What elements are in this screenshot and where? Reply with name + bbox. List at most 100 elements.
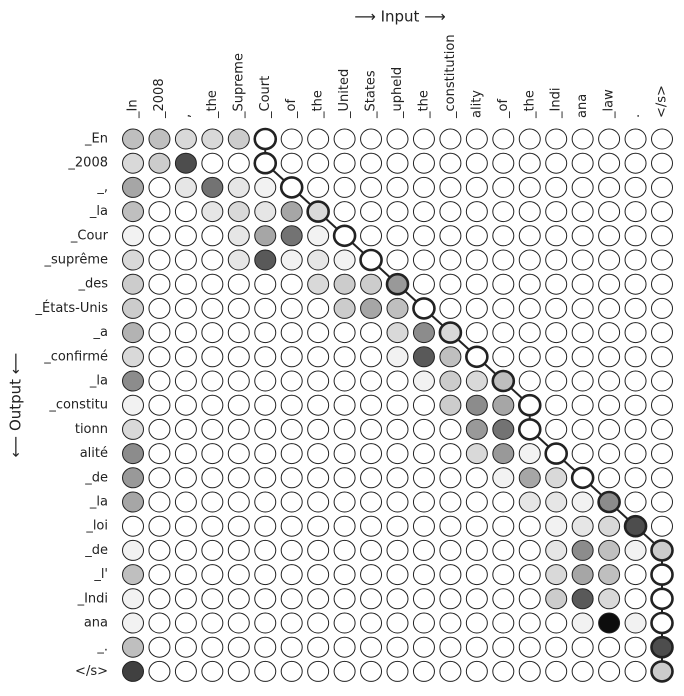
attention-cell	[253, 151, 278, 175]
attention-cell	[307, 297, 330, 319]
attention-cell	[174, 491, 197, 513]
attention-cell	[545, 128, 568, 150]
column-label: _2008	[152, 78, 167, 119]
attention-cell	[518, 249, 541, 271]
attention-cell	[201, 636, 224, 658]
attention-cell	[412, 176, 435, 198]
attention-cell	[651, 128, 673, 150]
attention-cell	[201, 273, 224, 295]
attention-cell	[492, 201, 515, 223]
attention-cell	[545, 370, 568, 392]
attention-cell	[412, 588, 435, 610]
attention-cell	[439, 418, 462, 440]
attention-cell	[571, 660, 594, 682]
attention-cell	[148, 297, 171, 319]
attention-cell	[492, 225, 515, 247]
attention-cell	[227, 152, 250, 174]
attention-cell	[385, 272, 410, 296]
attention-cell	[624, 370, 647, 392]
attention-cell	[174, 443, 197, 465]
attention-cell	[439, 273, 462, 295]
row-label: _la	[89, 204, 108, 219]
column-label: ana	[575, 94, 590, 118]
attention-cell	[465, 515, 488, 537]
attention-cell	[333, 201, 356, 223]
attention-cell	[280, 418, 303, 440]
attention-cell	[545, 152, 568, 174]
attention-cell	[571, 322, 594, 344]
attention-cell	[518, 346, 541, 368]
attention-cell	[307, 636, 330, 658]
attention-cell	[545, 588, 568, 610]
attention-cell	[148, 443, 171, 465]
attention-cell	[439, 176, 462, 198]
attention-cell	[174, 588, 197, 610]
attention-cell	[571, 588, 594, 610]
attention-cell	[465, 128, 488, 150]
attention-cell	[465, 249, 488, 271]
attention-cell	[412, 418, 435, 440]
row-label: _la	[89, 374, 108, 389]
attention-cell	[280, 443, 303, 465]
attention-cell	[412, 152, 435, 174]
attention-cell	[624, 273, 647, 295]
attention-cell	[518, 564, 541, 586]
attention-cell	[280, 491, 303, 513]
attention-cell	[651, 176, 673, 198]
column-label: _States	[364, 70, 379, 119]
attention-cell	[651, 152, 673, 174]
attention-cell	[307, 418, 330, 440]
attention-cell	[280, 612, 303, 634]
attention-cell	[651, 443, 673, 465]
row-label: _Cour	[70, 228, 109, 243]
attention-cell	[333, 322, 356, 344]
attention-cell	[438, 321, 463, 344]
attention-cell	[122, 346, 144, 368]
attention-cell	[254, 467, 277, 489]
attention-cell	[571, 297, 594, 319]
attention-cell	[545, 297, 568, 319]
attention-cell	[122, 225, 144, 247]
attention-cell	[439, 152, 462, 174]
attention-cell	[412, 491, 435, 513]
attention-cell	[227, 249, 250, 271]
attention-cell	[439, 128, 462, 150]
attention-cell	[227, 443, 250, 465]
attention-cell	[148, 152, 171, 174]
attention-cell	[360, 515, 383, 537]
attention-cell	[624, 225, 647, 247]
attention-cell	[518, 539, 541, 561]
attention-cell	[545, 225, 568, 247]
attention-cell	[465, 394, 488, 416]
row-label: alité	[80, 446, 108, 461]
attention-cell	[360, 564, 383, 586]
attention-cell	[492, 176, 515, 198]
attention-cell	[201, 128, 224, 150]
attention-cell	[122, 394, 144, 416]
attention-cell	[333, 273, 356, 295]
x-axis-label: ⟶ Input ⟶	[354, 8, 445, 26]
attention-cell	[651, 322, 673, 344]
attention-cell	[254, 612, 277, 634]
attention-cell	[280, 588, 303, 610]
attention-cell	[360, 201, 383, 223]
attention-cell	[518, 467, 541, 489]
attention-cell	[280, 636, 303, 658]
attention-cell	[465, 443, 488, 465]
attention-cell	[280, 660, 303, 682]
attention-cell	[412, 564, 435, 586]
attention-cell	[227, 370, 250, 392]
attention-cell	[360, 660, 383, 682]
attention-cell	[280, 152, 303, 174]
attention-cell	[307, 128, 330, 150]
attention-cell	[333, 176, 356, 198]
attention-cell	[386, 152, 409, 174]
attention-cell	[386, 660, 409, 682]
attention-cell	[412, 225, 435, 247]
row-label: _de	[84, 470, 108, 485]
attention-cell	[518, 128, 541, 150]
attention-cell	[439, 515, 462, 537]
attention-cell	[174, 176, 197, 198]
attention-cell	[174, 564, 197, 586]
